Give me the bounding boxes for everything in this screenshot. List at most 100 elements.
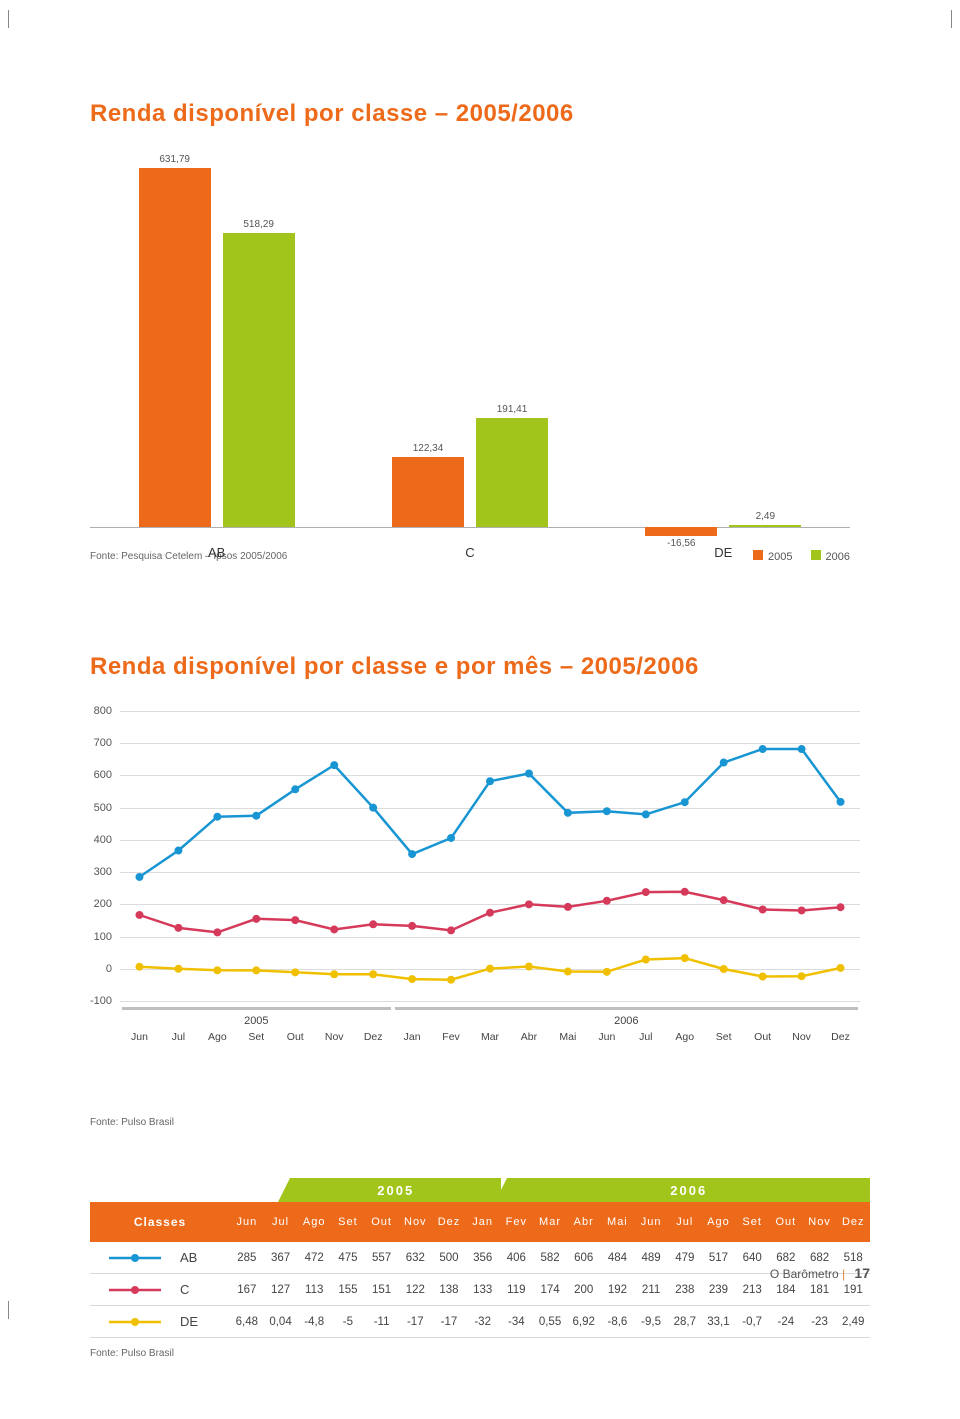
series-marker xyxy=(408,850,416,858)
series-marker xyxy=(525,770,533,778)
series-marker xyxy=(759,905,767,913)
x-axis-label: Ago xyxy=(208,1031,227,1043)
series-marker xyxy=(408,922,416,930)
series-marker xyxy=(252,915,260,923)
table-month-header: Jan xyxy=(466,1216,500,1228)
y-axis-label: 100 xyxy=(80,931,112,943)
table-cell: 582 xyxy=(533,1252,567,1264)
table-month-header: Fev xyxy=(500,1216,534,1228)
table-series-name: AB xyxy=(180,1250,230,1265)
table-cell: 113 xyxy=(297,1284,331,1296)
year-range-bar xyxy=(122,1007,391,1010)
series-marker xyxy=(837,798,845,806)
table-cell: 167 xyxy=(230,1284,264,1296)
table-cell: 33,1 xyxy=(702,1316,736,1328)
table-cell: -11 xyxy=(365,1316,399,1328)
x-axis-label: Jan xyxy=(404,1031,421,1043)
bar xyxy=(223,233,295,527)
series-marker xyxy=(330,925,338,933)
x-axis-label: Out xyxy=(287,1031,304,1043)
series-marker xyxy=(564,968,572,976)
series-marker xyxy=(603,897,611,905)
bar xyxy=(645,527,717,536)
series-marker xyxy=(135,911,143,919)
table-series-name: C xyxy=(180,1282,230,1297)
table-month-header: Dez xyxy=(836,1216,870,1228)
bar-chart-title: Renda disponível por classe – 2005/2006 xyxy=(90,100,870,128)
bar-value-label: 122,34 xyxy=(392,443,464,454)
table-cell: 138 xyxy=(432,1284,466,1296)
table-cell: 518 xyxy=(836,1252,870,1264)
table-cell: 472 xyxy=(297,1252,331,1264)
table-cell: 285 xyxy=(230,1252,264,1264)
table-cell: 557 xyxy=(365,1252,399,1264)
x-axis-label: Jul xyxy=(172,1031,185,1043)
series-marker xyxy=(759,745,767,753)
table-month-header: Out xyxy=(769,1216,803,1228)
table-month-header: Mar xyxy=(533,1216,567,1228)
table-row: AB28536747247555763250035640658260648448… xyxy=(90,1242,870,1274)
x-axis-label: Fev xyxy=(442,1031,460,1043)
table-cell: -17 xyxy=(432,1316,466,1328)
table-cell: -4,8 xyxy=(297,1316,331,1328)
series-marker xyxy=(486,909,494,917)
y-axis-label: 200 xyxy=(80,898,112,910)
table-cell: 500 xyxy=(432,1252,466,1264)
y-axis-label: 400 xyxy=(80,834,112,846)
table-cell: -9,5 xyxy=(634,1316,668,1328)
series-legend-icon xyxy=(90,1284,180,1296)
table-cell: 484 xyxy=(601,1252,635,1264)
series-marker xyxy=(213,813,221,821)
y-axis-label: 700 xyxy=(80,737,112,749)
series-marker xyxy=(681,954,689,962)
bar-value-label: 518,29 xyxy=(223,219,295,230)
bar-value-label: 2,49 xyxy=(729,511,801,522)
series-marker xyxy=(525,963,533,971)
table-month-header: Mai xyxy=(601,1216,635,1228)
bar-value-label: 191,41 xyxy=(476,404,548,415)
table-cell: 640 xyxy=(735,1252,769,1264)
table-month-header: Jun xyxy=(230,1216,264,1228)
table-month-header: Nov xyxy=(398,1216,432,1228)
table-cell: 184 xyxy=(769,1284,803,1296)
table-cell: 682 xyxy=(769,1252,803,1264)
series-marker xyxy=(486,777,494,785)
table-cell: -0,7 xyxy=(735,1316,769,1328)
table-cell: 0,55 xyxy=(533,1316,567,1328)
year-range-bar xyxy=(395,1007,858,1010)
table-month-header: Set xyxy=(735,1216,769,1228)
bar xyxy=(392,457,464,526)
table-row: C167127113155151122138133119174200192211… xyxy=(90,1274,870,1306)
table-source: Fonte: Pulso Brasil xyxy=(90,1348,870,1359)
series-marker xyxy=(369,920,377,928)
table-month-header: Nov xyxy=(803,1216,837,1228)
y-axis-label: 500 xyxy=(80,802,112,814)
table-cell: 479 xyxy=(668,1252,702,1264)
table-classes-header: Classes xyxy=(90,1215,230,1229)
series-marker xyxy=(837,964,845,972)
table-month-header: Jun xyxy=(634,1216,668,1228)
series-marker xyxy=(759,973,767,981)
series-marker xyxy=(135,873,143,881)
series-line xyxy=(140,749,841,877)
series-marker xyxy=(291,968,299,976)
series-marker xyxy=(681,798,689,806)
line-chart-source: Fonte: Pulso Brasil xyxy=(90,1117,870,1128)
table-cell: 119 xyxy=(500,1284,534,1296)
table-cell: -5 xyxy=(331,1316,365,1328)
table-month-header: Set xyxy=(331,1216,365,1228)
bar-category-label: DE xyxy=(645,545,801,560)
table-cell: 367 xyxy=(264,1252,298,1264)
bar-chart: 631,79518,29AB122,34191,41C-16,562,49DE xyxy=(90,158,850,538)
series-marker xyxy=(252,812,260,820)
x-axis-label: Abr xyxy=(521,1031,537,1043)
y-axis-label: 600 xyxy=(80,769,112,781)
table-year-header-cell: 2005 xyxy=(290,1178,501,1202)
page-footer: O Barômetro | 17 xyxy=(770,1265,870,1281)
series-legend-icon xyxy=(90,1316,180,1328)
series-marker xyxy=(681,888,689,896)
bar xyxy=(139,168,211,526)
line-chart: -100010020030040050060070080020052006Jun… xyxy=(80,711,860,1071)
table-cell: 127 xyxy=(264,1284,298,1296)
series-marker xyxy=(642,956,650,964)
